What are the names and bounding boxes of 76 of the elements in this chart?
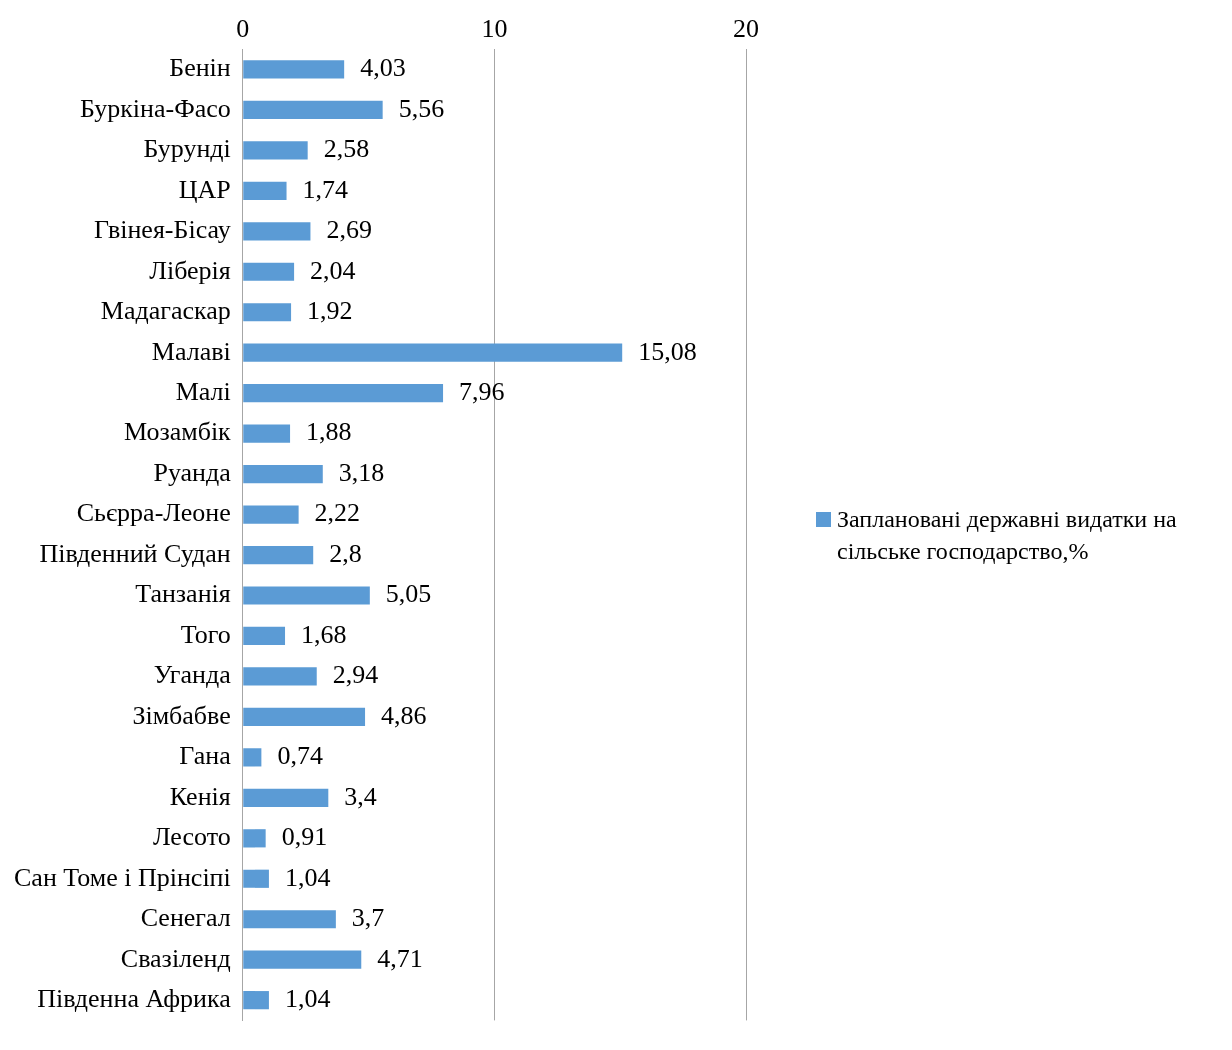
bar	[243, 950, 362, 969]
y-tick-label: Сенегал	[140, 903, 231, 933]
bar	[243, 222, 311, 241]
bar	[243, 303, 292, 322]
data-label: 0,74	[277, 741, 323, 771]
y-tick-label: Південна Африка	[37, 983, 232, 1013]
bar	[243, 910, 336, 929]
data-label: 2,94	[332, 660, 379, 690]
data-label: 0,91	[281, 822, 328, 852]
y-tick-label: Гана	[179, 741, 232, 771]
bar	[243, 707, 366, 727]
bar	[243, 505, 299, 524]
x-tick-label: 0	[236, 14, 250, 44]
legend-label: Заплановані державні видатки на сільське господарство,%	[837, 505, 1178, 566]
y-tick-label: Зімбабве	[132, 700, 231, 730]
data-label: 15,08	[638, 336, 697, 366]
y-tick-label: Руанда	[153, 457, 232, 487]
bar	[243, 586, 370, 605]
bar	[243, 141, 308, 160]
y-tick-label: Мадагаскар	[100, 296, 231, 326]
bar	[243, 748, 262, 767]
x-tick-label: 10	[481, 14, 508, 44]
y-tick-label: Уганда	[153, 660, 232, 690]
data-label: 1,04	[284, 862, 331, 892]
bar	[243, 181, 287, 200]
y-tick-label: Того	[180, 619, 231, 649]
y-tick-label: Лесото	[152, 822, 231, 852]
data-label: 5,05	[385, 579, 432, 609]
bar	[243, 626, 286, 646]
data-label: 2,8	[329, 538, 362, 568]
data-label: 4,71	[377, 943, 423, 973]
data-label: 1,74	[302, 174, 349, 204]
data-label: 4,03	[360, 53, 406, 83]
y-tick-label: Сьєрра-Леоне	[76, 498, 231, 528]
bar	[243, 829, 266, 848]
y-tick-label: Бенін	[169, 53, 231, 83]
bar	[243, 667, 317, 686]
y-tick-label: Танзанія	[135, 579, 231, 609]
data-label: 2,22	[314, 498, 361, 528]
y-tick-label: Мозамбік	[123, 417, 232, 447]
bar	[243, 424, 291, 443]
y-tick-label: Буркіна-Фасо	[79, 93, 231, 123]
data-label: 1,04	[284, 983, 331, 1013]
y-tick-label: Кенія	[169, 781, 231, 811]
y-tick-label: Свазіленд	[120, 943, 231, 973]
data-label: 3,18	[338, 457, 385, 487]
bar	[243, 262, 295, 281]
data-label: 3,7	[351, 903, 385, 933]
y-tick-label: Малі	[175, 376, 231, 406]
y-tick-label: Сан Томе і Прінсіпі	[13, 862, 231, 892]
bar	[243, 869, 269, 888]
bar	[243, 545, 314, 565]
data-label: 2,69	[326, 215, 372, 245]
data-label: 1,88	[306, 417, 352, 447]
data-label: 1,68	[301, 619, 347, 649]
y-tick-label: Ліберія	[149, 255, 231, 285]
bar	[243, 991, 269, 1010]
data-label: 3,4	[344, 781, 377, 811]
data-label: 4,86	[381, 700, 427, 730]
y-tick-label: Малаві	[151, 336, 231, 366]
y-tick-label: Бурунді	[143, 134, 231, 164]
bar	[243, 788, 329, 807]
data-label: 5,56	[398, 93, 445, 123]
x-tick-label: 20	[733, 14, 759, 44]
data-label: 2,58	[323, 134, 370, 164]
bar	[243, 465, 323, 484]
y-tick-label: Південний Судан	[39, 538, 231, 568]
data-label: 7,96	[459, 376, 505, 406]
bar	[243, 384, 444, 403]
data-label: 1,92	[307, 296, 353, 326]
bar	[243, 100, 383, 120]
y-tick-label: Гвінея-Бісау	[93, 215, 231, 245]
data-label: 2,04	[310, 255, 356, 285]
y-tick-label: ЦАР	[178, 174, 231, 204]
bar	[243, 60, 345, 79]
bar	[243, 343, 623, 362]
